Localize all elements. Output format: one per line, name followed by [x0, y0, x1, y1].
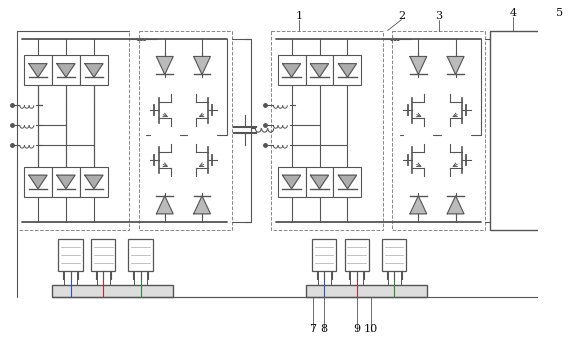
Text: 5: 5	[556, 8, 563, 18]
Bar	[52, 167, 80, 197]
Polygon shape	[29, 175, 47, 189]
Polygon shape	[194, 57, 210, 74]
Text: 6: 6	[575, 8, 576, 18]
Polygon shape	[156, 196, 173, 214]
Bar	[59, 239, 83, 271]
Bar	[17, 31, 130, 230]
Polygon shape	[85, 175, 103, 189]
Bar	[278, 56, 305, 85]
Bar	[334, 56, 362, 85]
Bar	[52, 285, 173, 296]
Polygon shape	[57, 175, 75, 189]
Text: 1: 1	[295, 11, 302, 20]
Bar	[305, 167, 334, 197]
Bar	[392, 31, 486, 230]
Text: 10: 10	[363, 324, 378, 335]
Polygon shape	[85, 64, 103, 77]
Polygon shape	[57, 64, 75, 77]
Polygon shape	[194, 196, 210, 214]
Text: 3: 3	[435, 11, 442, 20]
Polygon shape	[282, 175, 301, 189]
Bar	[24, 167, 52, 197]
Bar	[569, 85, 576, 175]
Polygon shape	[447, 196, 464, 214]
Bar	[305, 285, 427, 296]
Polygon shape	[447, 57, 464, 74]
Polygon shape	[156, 57, 173, 74]
Text: 9: 9	[353, 324, 361, 335]
Bar	[305, 56, 334, 85]
Bar	[52, 56, 80, 85]
Bar	[24, 56, 52, 85]
Polygon shape	[338, 64, 357, 77]
Polygon shape	[310, 64, 328, 77]
Bar	[128, 239, 153, 271]
Polygon shape	[410, 57, 427, 74]
Bar	[312, 239, 336, 271]
Polygon shape	[282, 64, 301, 77]
Bar	[271, 31, 383, 230]
Bar	[344, 239, 369, 271]
Text: 8: 8	[321, 324, 328, 335]
Text: 2: 2	[398, 11, 405, 20]
Bar	[278, 167, 305, 197]
Bar	[382, 239, 406, 271]
Bar	[139, 31, 232, 230]
Polygon shape	[310, 175, 328, 189]
Polygon shape	[338, 175, 357, 189]
Text: 7: 7	[309, 324, 316, 335]
Polygon shape	[410, 196, 427, 214]
Bar	[490, 31, 546, 230]
Bar	[91, 239, 115, 271]
Bar	[80, 167, 108, 197]
Bar	[80, 56, 108, 85]
Bar	[334, 167, 362, 197]
Text: 4: 4	[510, 8, 517, 18]
Polygon shape	[29, 64, 47, 77]
